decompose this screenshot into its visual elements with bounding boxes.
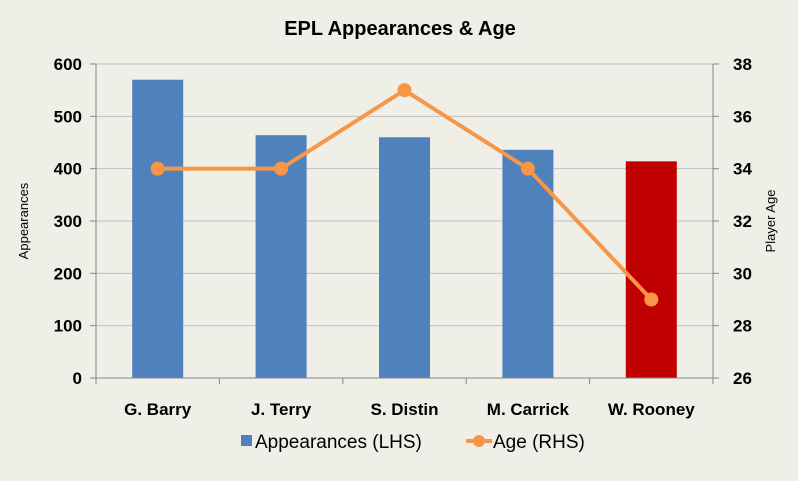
point-age	[520, 161, 535, 176]
y2-tick-label: 34	[733, 160, 752, 179]
line-series	[150, 83, 659, 307]
y2-tick-label: 28	[733, 317, 752, 336]
x-tick-label: S. Distin	[370, 400, 438, 419]
legend: Appearances (LHS) Age (RHS)	[241, 432, 585, 453]
y2-tick-label: 26	[733, 369, 752, 388]
legend-swatch-age-marker	[473, 435, 485, 447]
x-tick-label: M. Carrick	[487, 400, 570, 419]
legend-swatch-appearances	[241, 435, 252, 446]
bar-appearances	[625, 161, 677, 378]
legend-label-appearances: Appearances (LHS)	[255, 432, 422, 453]
bar-series	[132, 79, 677, 378]
legend-label-age: Age (RHS)	[493, 432, 585, 453]
y2-tick-label: 32	[733, 212, 752, 231]
y2-tick-label: 30	[733, 264, 752, 283]
chart-title: EPL Appearances & Age	[284, 18, 516, 40]
y-tick-label: 200	[54, 264, 82, 283]
x-tick-label: G. Barry	[124, 400, 192, 419]
bar-appearances	[379, 137, 430, 378]
y-tick-label: 0	[73, 369, 82, 388]
y2-axis-label: Player Age	[763, 190, 778, 253]
y-tick-label: 500	[54, 107, 82, 126]
point-age	[150, 161, 165, 176]
bar-appearances	[132, 79, 184, 378]
y-tick-label: 100	[54, 317, 82, 336]
y2-tick-label: 38	[733, 55, 752, 74]
y-axis-label: Appearances	[16, 182, 31, 259]
axes	[90, 63, 719, 384]
y-tick-label: 300	[54, 212, 82, 231]
y-tick-label: 600	[54, 55, 82, 74]
y-tick-label: 400	[54, 160, 82, 179]
point-age	[274, 161, 289, 176]
y2-tick-label: 36	[733, 107, 752, 126]
x-tick-label: J. Terry	[251, 400, 312, 419]
x-tick-label: W. Rooney	[608, 400, 695, 419]
bar-appearances	[502, 149, 554, 378]
point-age	[644, 292, 659, 307]
tick-labels: 0 100 200 300 400 500 600 26 28 30 32 34 36 38 G. Barr…	[54, 55, 753, 419]
point-age	[397, 83, 412, 98]
